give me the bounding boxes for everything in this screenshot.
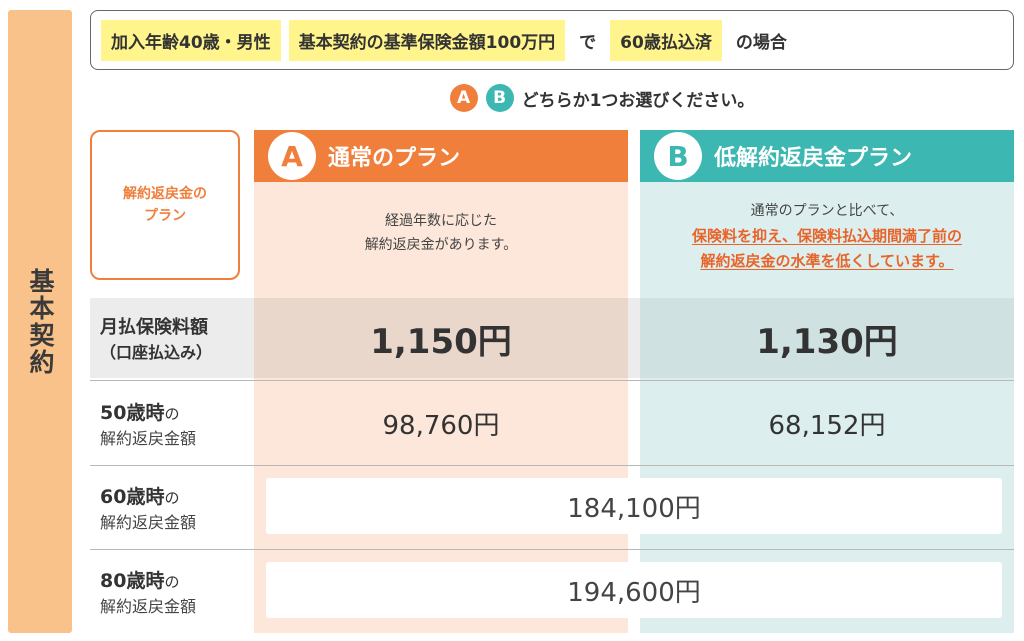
plan-a-refund-50: 98,760円 [382, 410, 500, 441]
condition-paid-up: 60歳払込済 [610, 19, 722, 61]
choose-instruction: A B どちらか1つお選びください。 [0, 84, 1024, 112]
plan-b-description: 通常のプランと比べて、 保険料を抑え、保険料払込期間満了前の 解約返戻金の水準を… [640, 200, 1014, 275]
refund-plan-label-box: 解約返戻金の プラン [90, 130, 240, 280]
badge-a-icon: A [449, 84, 478, 112]
premium-label-sub: （口座払込み） [100, 343, 213, 362]
basic-contract-sidebar: 基本契約 [8, 10, 72, 633]
shared-refund-60: 184,100円 [266, 478, 1002, 534]
age50-label: 50歳時の 解約返戻金額 [90, 382, 252, 464]
plan-b-desc-line2: 保険料を抑え、保険料払込期間満了前の [691, 226, 962, 245]
row-divider [90, 380, 1014, 381]
condition-suffix: の場合 [735, 32, 787, 53]
row-divider [90, 549, 1014, 550]
badge-b-icon: B [485, 84, 514, 112]
plan-b-desc-line3: 解約返戻金の水準を低くしています。 [700, 252, 954, 271]
age60-suffix: の [164, 488, 180, 507]
plan-a-desc-line1: 経過年数に応じた [385, 213, 497, 229]
age50-refund-label: 解約返戻金額 [100, 428, 197, 448]
plan-a-title: 通常のプラン [328, 146, 461, 171]
condition-age-gender: 加入年齢40歳・男性 [101, 19, 281, 61]
basic-contract-label: 基本契約 [26, 267, 55, 376]
age50-row: 50歳時の 解約返戻金額 98,760円 68,152円 [90, 382, 1014, 464]
premium-label-main: 月払保険料額 [100, 317, 208, 338]
age60-strong: 60歳時 [100, 485, 165, 508]
plan-a-premium: 1,150円 [254, 298, 628, 378]
condition-box: 加入年齢40歳・男性 基本契約の基準保険金額100万円 で 60歳払込済 の場合 [90, 10, 1014, 70]
condition-connector: で [579, 32, 597, 53]
premium-row-label: 月払保険料額 （口座払込み） [90, 298, 252, 378]
plan-a-desc-line2: 解約返戻金があります。 [364, 236, 518, 253]
age60-refund-label: 解約返戻金額 [100, 512, 197, 532]
plan-b-title: 低解約返戻金プラン [714, 146, 913, 171]
age80-refund-label: 解約返戻金額 [100, 596, 197, 616]
plan-b-badge-icon: B [654, 132, 702, 180]
age80-row: 80歳時の 解約返戻金額 194,600円 [90, 550, 1014, 632]
plan-a-badge-icon: A [268, 132, 316, 180]
row-divider [90, 465, 1014, 466]
plan-b-premium: 1,130円 [640, 298, 1014, 378]
age50-strong: 50歳時 [100, 401, 165, 424]
choose-text: どちらか1つお選びください。 [521, 90, 755, 111]
age60-label: 60歳時の 解約返戻金額 [90, 466, 252, 548]
age50-suffix: の [164, 404, 180, 423]
plan-a-description: 経過年数に応じた 解約返戻金があります。 [254, 210, 628, 258]
premium-row: 月払保険料額 （口座払込み） 1,150円 1,130円 [90, 298, 1014, 378]
condition-amount: 基本契約の基準保険金額100万円 [288, 19, 566, 61]
age80-suffix: の [164, 572, 180, 591]
age80-strong: 80歳時 [100, 569, 165, 592]
plan-label-line2: プラン [144, 208, 186, 224]
plan-a-header: A 通常のプラン [254, 130, 628, 182]
shared-refund-80: 194,600円 [266, 562, 1002, 618]
age80-label: 80歳時の 解約返戻金額 [90, 550, 252, 632]
age60-row: 60歳時の 解約返戻金額 184,100円 [90, 466, 1014, 548]
plan-b-refund-50: 68,152円 [768, 410, 886, 441]
plan-label-line1: 解約返戻金の [123, 185, 207, 202]
plan-b-desc-line1: 通常のプランと比べて、 [750, 203, 904, 219]
plan-b-header: B 低解約返戻金プラン [640, 130, 1014, 182]
